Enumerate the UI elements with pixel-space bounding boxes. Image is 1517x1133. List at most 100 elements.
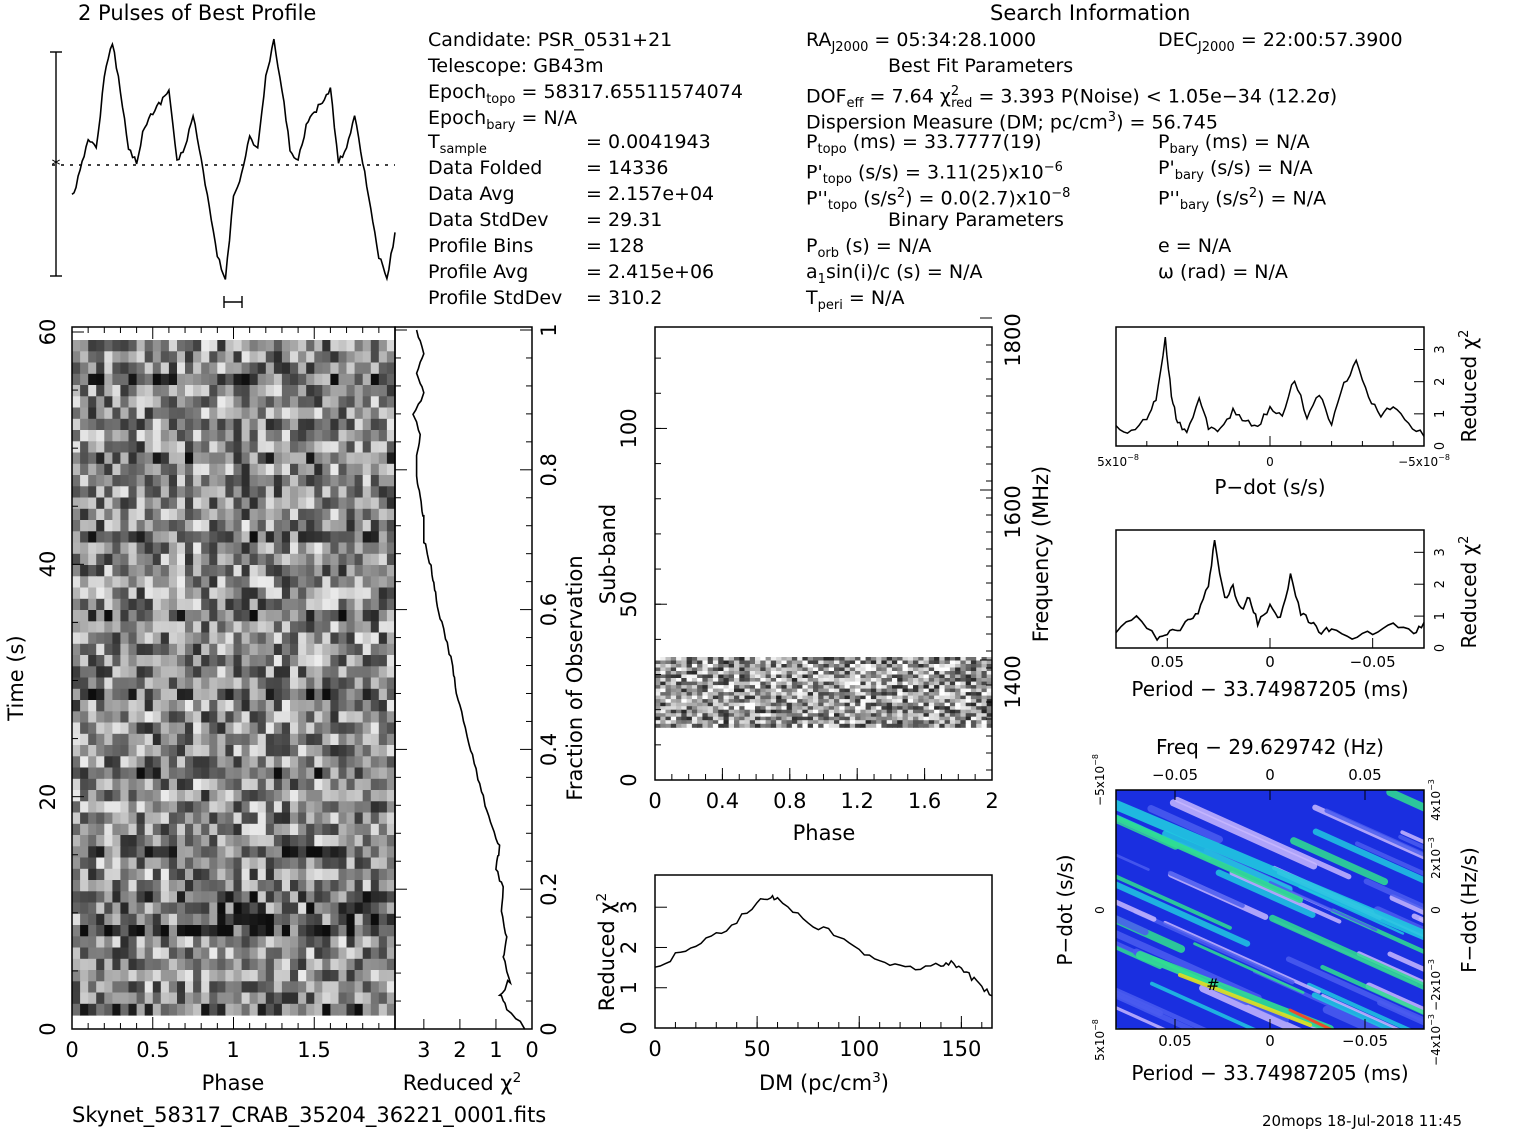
heat-cell — [249, 666, 259, 679]
heat-cell — [265, 475, 275, 487]
heat-cell — [818, 664, 824, 668]
heat-cell — [354, 722, 364, 735]
heat-cell — [707, 674, 714, 679]
heat-cell — [918, 667, 925, 672]
heat-cell — [744, 706, 751, 711]
heat-cell — [870, 706, 877, 711]
heat-cell — [386, 475, 396, 487]
heat-cell — [160, 486, 170, 499]
heat-cell — [670, 713, 677, 718]
heat-cell — [807, 720, 814, 725]
heat-cell — [686, 699, 693, 704]
heat-cell — [290, 362, 299, 375]
heat-cell — [257, 486, 267, 499]
heat-cell — [225, 452, 234, 465]
heat-cell — [913, 713, 919, 718]
heat-cell — [918, 688, 925, 693]
map-streak — [1169, 799, 1318, 870]
x-tick-label: 0 — [648, 789, 661, 813]
heat-cell — [193, 767, 202, 780]
heat-cell — [298, 902, 307, 915]
heat-cell — [249, 846, 259, 859]
heat-cell — [233, 947, 243, 960]
heat-cell — [136, 520, 146, 532]
heat-cell — [144, 992, 154, 1005]
heat-cell — [665, 671, 672, 675]
heat-cell — [314, 666, 323, 679]
heat-cell — [702, 713, 709, 718]
heat-cell — [136, 947, 146, 960]
heat-cell — [338, 958, 348, 971]
heat-cell — [378, 553, 388, 566]
heat-cell — [80, 407, 89, 420]
heat-cell — [362, 1003, 372, 1016]
heat-cell — [209, 812, 218, 825]
heat-cell — [112, 497, 121, 510]
heat-cell — [870, 709, 877, 714]
heat-cell — [233, 621, 243, 634]
heat-cell — [354, 936, 364, 949]
dec-line: DECJ2000 = 22:00:57.3900 — [1158, 29, 1403, 55]
heat-cell — [104, 902, 113, 915]
heat-cell — [707, 702, 714, 707]
heat-cell — [160, 880, 170, 892]
heat-cell — [923, 695, 930, 700]
heat-cell — [786, 685, 793, 690]
heat-cell — [902, 699, 909, 704]
heat-cell — [876, 702, 882, 707]
heat-cell — [112, 970, 121, 982]
heat-cell — [72, 846, 81, 859]
heat-cell — [249, 925, 259, 937]
heat-cell — [834, 706, 840, 711]
heat-cell — [734, 685, 740, 690]
heat-cell — [201, 711, 210, 724]
heat-cell — [273, 418, 283, 431]
heat-cell — [185, 835, 194, 847]
heat-cell — [981, 660, 988, 665]
heat-cell — [346, 655, 356, 667]
heat-cell — [217, 958, 226, 971]
heat-cell — [981, 716, 988, 721]
heat-cell — [981, 692, 988, 697]
heat-cell — [918, 674, 925, 679]
heat-cell — [839, 713, 846, 718]
heat-cell — [72, 666, 81, 679]
heat-cell — [128, 936, 138, 949]
heat-cell — [128, 902, 138, 915]
heat-cell — [386, 610, 396, 622]
heat-cell — [813, 678, 819, 682]
heat-cell — [306, 677, 315, 690]
heat-cell — [257, 531, 267, 544]
heat-cell — [330, 463, 339, 476]
heat-cell — [281, 565, 291, 577]
heat-cell — [128, 340, 138, 352]
heat-cell — [676, 723, 682, 728]
heat-cell — [233, 880, 243, 892]
heat-cell — [934, 695, 940, 700]
heat-cell — [233, 430, 243, 442]
heat-cell — [346, 970, 356, 982]
heat-cell — [217, 497, 226, 510]
heat-cell — [298, 722, 307, 735]
heat-cell — [168, 463, 178, 476]
heat-cell — [928, 706, 935, 711]
heat-cell — [686, 657, 693, 661]
heat-cell — [290, 520, 299, 532]
heat-cell — [362, 947, 372, 960]
heat-cell — [955, 713, 961, 718]
heat-cell — [217, 925, 226, 937]
heat-cell — [185, 846, 194, 859]
porb-line: Porb (s) = N/A — [806, 235, 932, 261]
heat-cell — [886, 716, 893, 721]
heat-cell — [88, 362, 97, 375]
heat-cell — [362, 452, 372, 465]
heat-cell — [897, 674, 903, 679]
heat-cell — [177, 688, 186, 701]
heat-cell — [665, 723, 672, 728]
heat-cell — [346, 576, 356, 589]
heat-cell — [201, 621, 210, 634]
heat-cell — [781, 709, 788, 714]
heat-cell — [233, 520, 243, 532]
heat-cell — [765, 657, 772, 661]
heat-cell — [676, 692, 682, 697]
